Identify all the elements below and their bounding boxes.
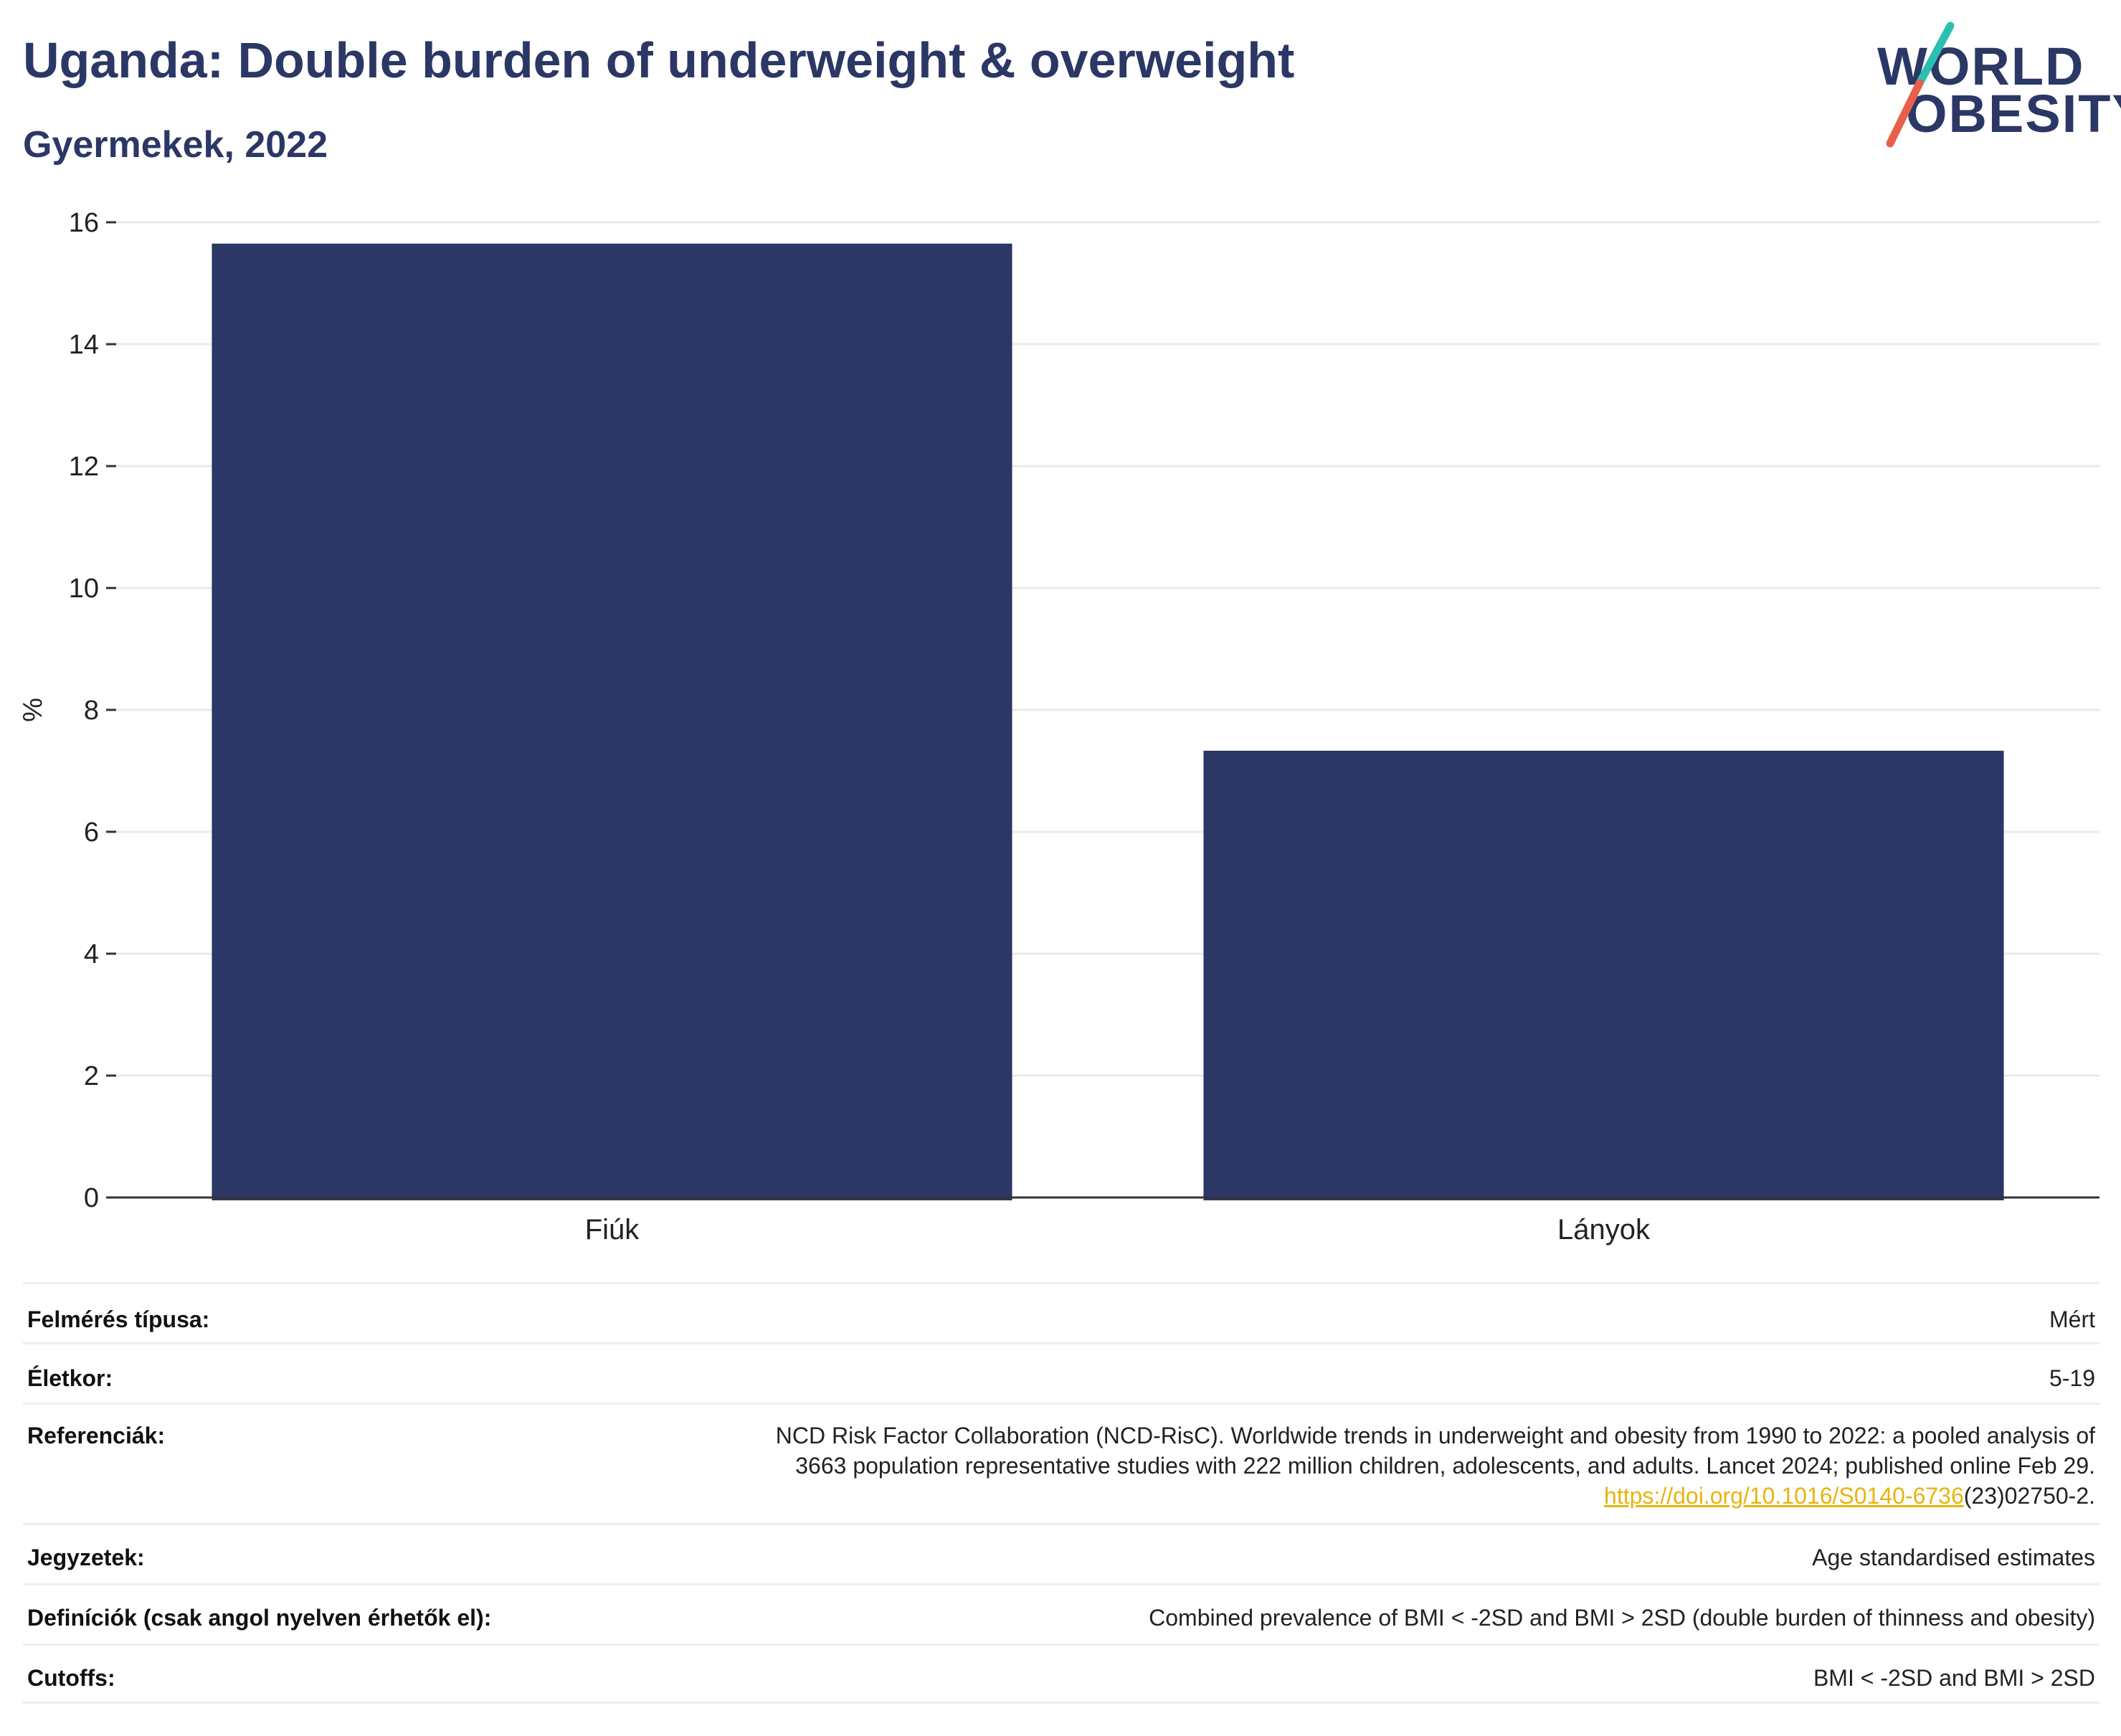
meta-label: Jegyzetek: bbox=[27, 1545, 145, 1570]
y-tick-label: 4 bbox=[84, 939, 99, 969]
meta-row-age: Életkor: 5-19 bbox=[23, 1342, 2099, 1403]
x-axis-ticks: Fiúk Lányok bbox=[585, 1214, 1651, 1246]
meta-value: Mért bbox=[2049, 1306, 2095, 1332]
logo-word-world: WORLD bbox=[1877, 37, 2085, 96]
meta-row-references: Referenciák: NCD Risk Factor Collaborati… bbox=[23, 1403, 2099, 1523]
meta-row-notes: Jegyzetek: Age standardised estimates bbox=[23, 1523, 2099, 1583]
logo-word-obesity: OBESITY bbox=[1906, 84, 2121, 143]
bar-0[interactable] bbox=[212, 243, 1012, 1200]
chart-bars bbox=[212, 243, 2004, 1200]
world-obesity-logo: WORLD OBESITY bbox=[1864, 20, 2121, 149]
meta-row-cutoffs: Cutoffs: BMI < -2SD and BMI > 2SD bbox=[23, 1643, 2099, 1704]
y-tick-label: 10 bbox=[69, 574, 99, 604]
meta-value-references: NCD Risk Factor Collaboration (NCD-RisC)… bbox=[776, 1420, 2095, 1511]
meta-row-definitions: Definíciók (csak angol nyelven érhetők e… bbox=[23, 1583, 2099, 1643]
reference-line-1: NCD Risk Factor Collaboration (NCD-RisC)… bbox=[775, 1423, 2095, 1448]
doi-suffix: (23)02750-2. bbox=[1963, 1483, 2095, 1509]
y-tick-label: 16 bbox=[69, 208, 99, 238]
chart-subtitle: Gyermekek, 2022 bbox=[23, 124, 328, 166]
meta-value: BMI < -2SD and BMI > 2SD bbox=[1813, 1665, 2095, 1691]
meta-value: Combined prevalence of BMI < -2SD and BM… bbox=[1149, 1605, 2095, 1631]
meta-value: Age standardised estimates bbox=[1812, 1545, 2095, 1570]
y-tick-label: 0 bbox=[84, 1183, 99, 1213]
chart-title: Uganda: Double burden of underweight & o… bbox=[23, 32, 1295, 88]
meta-label: Cutoffs: bbox=[27, 1665, 115, 1691]
bar-chart: 0 2 4 6 8 10 12 14 16 Fiúk Lányok % bbox=[18, 208, 2099, 1246]
meta-label: Definíciók (csak angol nyelven érhetők e… bbox=[27, 1605, 492, 1631]
bar-1[interactable] bbox=[1203, 750, 2004, 1200]
doi-link[interactable]: https://doi.org/10.1016/S0140-6736 bbox=[1604, 1483, 1964, 1509]
meta-value: 5-19 bbox=[2049, 1365, 2095, 1391]
metadata-table: Felmérés típusa: Mért Életkor: 5-19 Refe… bbox=[23, 1282, 2099, 1704]
y-tick-label: 8 bbox=[84, 696, 99, 726]
y-axis-label: % bbox=[18, 698, 48, 722]
y-tick-label: 14 bbox=[69, 330, 99, 360]
y-tick-label: 2 bbox=[84, 1061, 99, 1091]
y-tick-label: 6 bbox=[84, 817, 99, 848]
x-tick-label: Fiúk bbox=[585, 1214, 640, 1246]
meta-label: Életkor: bbox=[27, 1365, 113, 1391]
logo-slash-icon bbox=[1886, 22, 1955, 148]
meta-label: Referenciák: bbox=[27, 1423, 166, 1448]
reference-line-2: 3663 population representative studies w… bbox=[795, 1453, 2095, 1479]
y-tick-label: 12 bbox=[69, 452, 99, 482]
x-tick-label: Lányok bbox=[1557, 1214, 1651, 1246]
meta-row-survey-type: Felmérés típusa: Mért bbox=[23, 1282, 2099, 1342]
meta-label: Felmérés típusa: bbox=[27, 1306, 210, 1332]
y-axis-ticks: 0 2 4 6 8 10 12 14 16 bbox=[69, 208, 116, 1213]
